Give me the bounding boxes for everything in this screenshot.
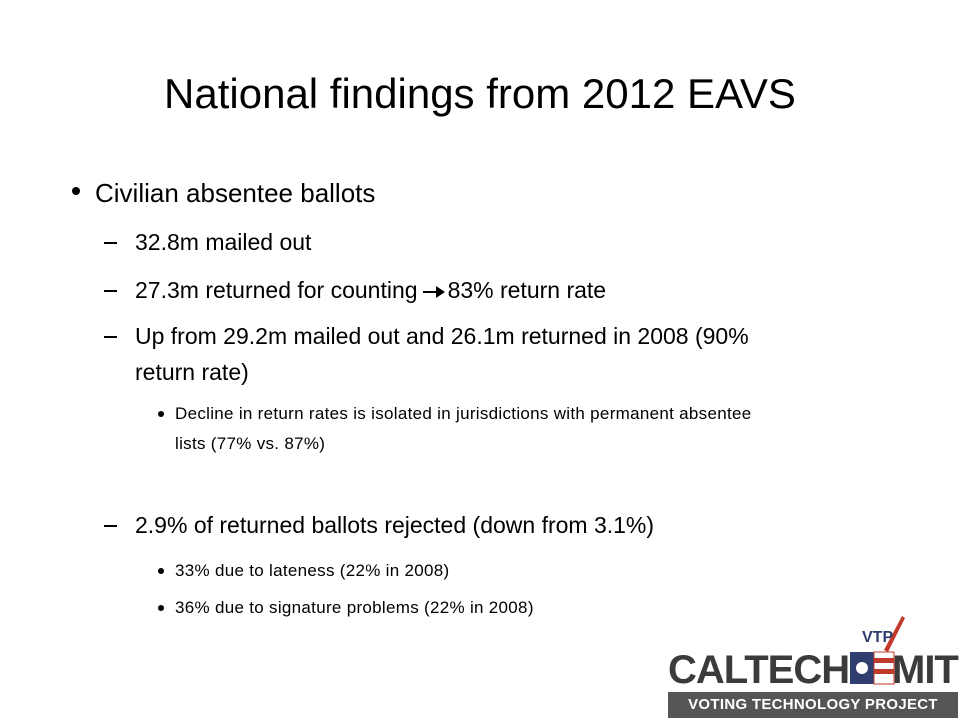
bullet-text: Decline in return rates is isolated in j…	[175, 404, 752, 453]
slide-title: National findings from 2012 EAVS	[164, 70, 796, 117]
bullet-dot	[72, 187, 80, 195]
logo-flag: VTP	[850, 616, 905, 685]
bullet-text: 83% return rate	[447, 277, 607, 303]
bullet-dot	[158, 411, 164, 417]
bullet-dot	[158, 605, 164, 611]
logo-text: MIT	[892, 648, 959, 692]
bullet-text: Civilian absentee ballots	[95, 178, 376, 208]
bullet-dash	[104, 290, 117, 292]
bullet-text: 36% due to signature problems (22% in 20…	[175, 598, 534, 617]
bullet-line: 27.3m returned for counting 83% return ra…	[135, 272, 606, 308]
bullet-dot	[158, 568, 164, 574]
bullet-text: 2.9% of returned ballots rejected (down …	[135, 512, 655, 538]
logo-text: CALTECH	[668, 648, 850, 692]
logo-tagline: VOTING TECHNOLOGY PROJECT	[688, 696, 938, 713]
bullet-text: 27.3m returned for counting	[135, 277, 418, 303]
bullet-text: Up from 29.2m mailed out and 26.1m retur…	[135, 323, 749, 385]
bullet-dash	[104, 242, 117, 244]
logo-bar	[668, 692, 958, 718]
bullet-text: 32.8m mailed out	[135, 229, 312, 255]
logo-badge: VTP	[862, 629, 893, 646]
bullet-text: 33% due to lateness (22% in 2008)	[175, 561, 450, 580]
bullet-dash	[104, 336, 117, 338]
arrow-icon	[422, 285, 445, 298]
bullet-dash	[104, 525, 117, 527]
